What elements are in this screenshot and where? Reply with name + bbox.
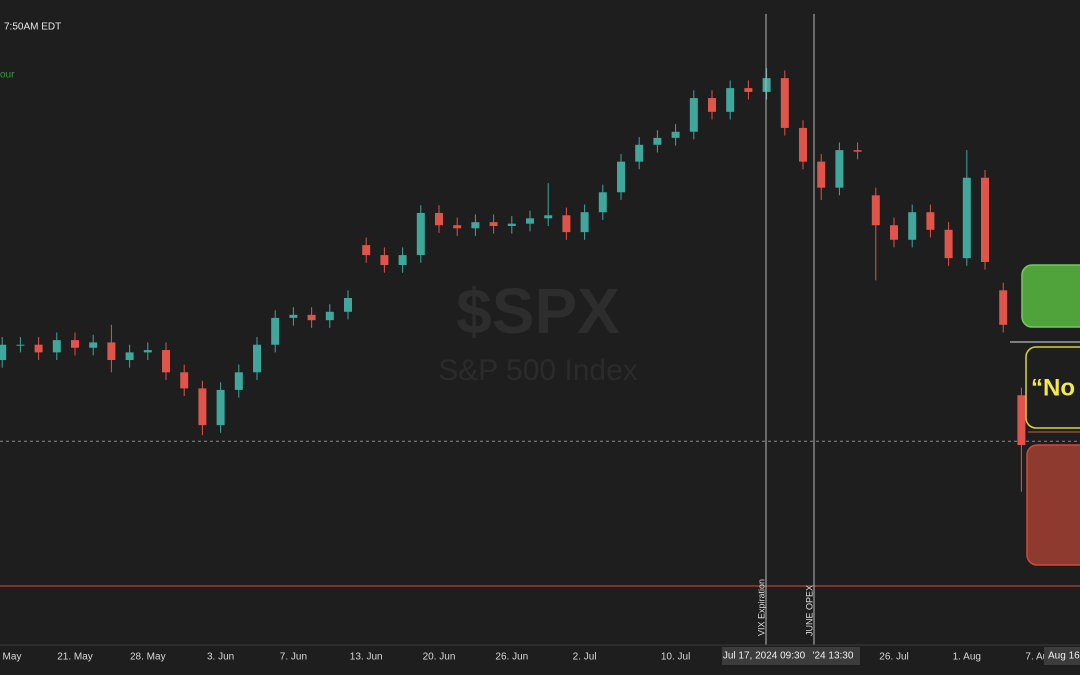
candle-body [908,212,917,240]
watermark-name: S&P 500 Index [438,354,638,387]
candle-body [143,350,152,353]
candle-body [289,314,298,318]
candle-body [871,195,880,226]
candle-body [999,290,1008,325]
candle-body [562,215,571,233]
candle-body [1017,395,1026,446]
candle-body [271,317,280,345]
candle-body [617,161,625,193]
x-axis: May 21. May 28. May 3. Jun 7. Jun 13. Jun 20. … [3,652,1054,663]
candle-body [635,144,644,162]
watermark-symbol: $SPX [456,275,620,347]
x-tick-label: 1. Aug [953,652,981,663]
event-label: JUNE OPEX [804,585,814,636]
candle-body [198,388,207,426]
candle-body [835,150,844,188]
candle-body [944,229,953,259]
candle-body [817,161,826,188]
callout-text: “No [1031,374,1075,401]
candle-body [762,78,771,92]
candle-body [890,225,898,240]
candle-body [325,311,334,321]
candle-body [125,352,134,361]
candle-body [344,297,352,312]
future-date-label: Aug 16 [1048,651,1080,662]
candle-body [981,177,989,262]
candle-body [853,150,862,152]
candle-body [253,344,261,373]
candle-body [107,342,116,361]
candle-body [216,389,225,426]
candle-body [580,212,589,233]
callout-red [1026,444,1080,566]
callout-green [1021,264,1080,328]
x-tick-label: May [3,652,22,663]
candle-body [544,215,553,219]
event-label: VIX Expiration [756,579,766,636]
candle-body [671,131,680,138]
candle-body [453,225,462,229]
candle-body [598,192,607,213]
x-tick-label: 3. Jun [207,652,234,663]
candle-body [726,88,735,112]
candle-body [162,350,170,373]
x-tick-label: 13. Jun [350,652,383,663]
candle-body [780,78,789,128]
x-tick-label: 26. Jun [495,652,528,663]
candle-body [744,88,753,92]
x-tick-label: 7. Jun [280,652,307,663]
candle-body [962,177,971,259]
x-tick-label: 7. Aug [1025,652,1053,663]
candle-body [708,98,716,112]
candle-body [489,222,498,226]
header-time: 7:50AM EDT [4,22,61,33]
candle-body [234,372,243,390]
x-tick-label: 28. May [130,652,166,663]
candle-body [380,255,389,266]
crosshair-label: Jul 17, 2024 09:30 [723,651,806,662]
future-date-box [1044,647,1080,665]
candle-body [926,212,935,230]
x-tick-label: 2. Jul [573,652,597,663]
crosshair-box [806,647,860,665]
candle-body [416,212,425,256]
candle-body [89,342,98,348]
x-tick-label: 21. May [57,652,93,663]
candle-body [526,218,534,224]
crosshair-box [722,647,806,665]
x-tick-label: 10. Jul [661,652,690,663]
candle-body [398,255,407,266]
crosshair-label: '24 13:30 [813,651,854,662]
candle-body [52,340,61,353]
header-interval: our [0,70,15,81]
candle-body [34,344,43,353]
x-tick-label: 20. Jun [423,652,456,663]
callout-yellow [1025,346,1080,429]
candle-body [435,212,443,226]
candle-body [16,344,25,346]
x-tick-label: 26. Jul [879,652,908,663]
candle-body [689,98,698,132]
plot-area [0,68,1080,587]
candle-body [307,314,316,321]
candle-body [362,245,371,256]
candle-body [799,127,807,162]
candle-body [180,372,189,389]
candle-body [507,223,516,226]
candle-body [0,344,7,361]
candle-body [71,340,79,348]
candle-body [471,222,480,229]
candle-body [653,137,662,145]
